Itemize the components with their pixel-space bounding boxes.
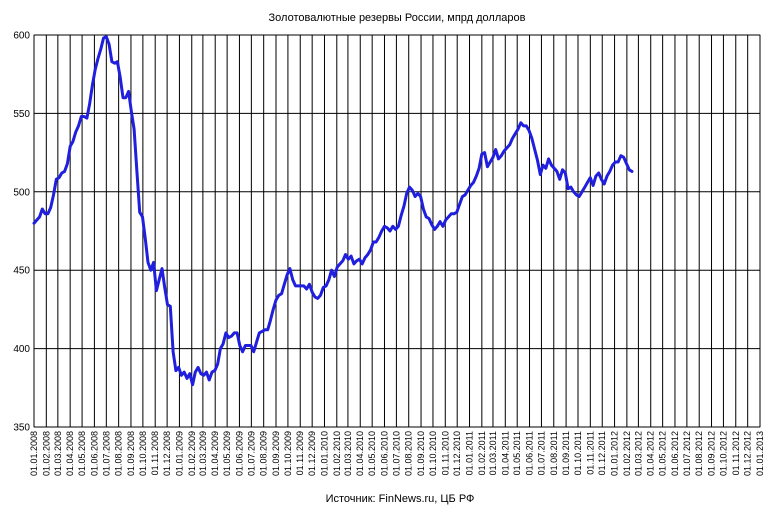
x-tick-label: 01.01.2008 bbox=[29, 431, 39, 476]
x-tick-label: 01.02.2009 bbox=[187, 431, 197, 476]
x-tick-label: 01.04.2011 bbox=[500, 431, 510, 475]
x-tick-label: 01.08.2011 bbox=[549, 431, 559, 475]
x-tick-label: 01.04.2010 bbox=[355, 431, 365, 476]
y-tick-label: 450 bbox=[13, 266, 30, 277]
x-tick-label: 01.05.2008 bbox=[77, 431, 87, 476]
series-line bbox=[32, 35, 634, 387]
x-tick-label: 01.12.2012 bbox=[743, 431, 753, 476]
plot-area bbox=[32, 35, 634, 387]
x-tick-label: 01.06.2008 bbox=[89, 431, 99, 476]
x-tick-label: 01.01.2013 bbox=[755, 431, 765, 476]
x-tick-label: 01.10.2010 bbox=[428, 431, 438, 476]
x-tick-label: 01.03.2008 bbox=[53, 431, 63, 476]
x-tick-label: 01.08.2009 bbox=[259, 431, 269, 476]
x-tick-label: 01.06.2011 bbox=[525, 431, 535, 475]
y-axis: 350 400 450 500 550 600 bbox=[13, 31, 30, 434]
x-tick-label: 01.04.2012 bbox=[646, 431, 656, 476]
x-tick-label: 01.09.2010 bbox=[416, 431, 426, 476]
x-tick-label: 01.12.2011 bbox=[597, 431, 607, 475]
x-tick-label: 01.11.2011 bbox=[585, 431, 595, 475]
x-tick-label: 01.09.2008 bbox=[126, 431, 136, 476]
x-tick-label: 01.07.2012 bbox=[682, 431, 692, 476]
x-axis: 01.01.2008 01.02.2008 01.03.2008 01.04.2008… bbox=[29, 431, 765, 476]
x-tick-label: 01.02.2012 bbox=[622, 431, 632, 476]
x-tick-label: 01.02.2008 bbox=[41, 431, 51, 476]
x-tick-label: 01.04.2009 bbox=[210, 431, 220, 476]
x-tick-label: 01.10.2011 bbox=[573, 431, 583, 475]
x-tick-label: 01.11.2008 bbox=[150, 431, 160, 475]
x-tick-label: 01.12.2009 bbox=[307, 431, 317, 476]
x-tick-label: 01.02.2011 bbox=[477, 431, 487, 475]
x-tick-label: 01.10.2012 bbox=[718, 431, 728, 476]
x-tick-label: 01.11.2009 bbox=[295, 431, 305, 475]
x-tick-label: 01.08.2010 bbox=[404, 431, 414, 476]
x-tick-label: 01.01.2009 bbox=[174, 431, 184, 476]
x-tick-label: 01.11.2010 bbox=[440, 431, 450, 475]
y-tick-label: 400 bbox=[13, 344, 30, 355]
chart-title: Золотовалютные резервы России, мпрд долл… bbox=[269, 12, 526, 24]
x-tick-label: 01.12.2010 bbox=[452, 431, 462, 476]
x-tick-label: 01.01.2012 bbox=[610, 431, 620, 476]
x-tick-label: 01.09.2011 bbox=[561, 431, 571, 475]
x-tick-label: 01.01.2011 bbox=[465, 431, 475, 475]
x-tick-label: 01.08.2012 bbox=[694, 431, 704, 476]
x-tick-label: 01.06.2012 bbox=[670, 431, 680, 476]
grid bbox=[33, 34, 761, 428]
x-tick-label: 01.05.2009 bbox=[222, 431, 232, 476]
y-tick-label: 500 bbox=[13, 187, 30, 198]
x-tick-label: 01.04.2008 bbox=[65, 431, 75, 476]
x-tick-label: 01.09.2012 bbox=[707, 431, 717, 476]
y-tick-label: 550 bbox=[13, 109, 30, 120]
x-tick-label: 01.07.2011 bbox=[536, 431, 546, 475]
x-tick-label: 01.07.2008 bbox=[101, 431, 111, 476]
y-tick-label: 600 bbox=[13, 31, 30, 42]
x-tick-label: 01.05.2011 bbox=[512, 431, 522, 475]
y-tick-label: 350 bbox=[13, 423, 30, 434]
x-tick-label: 01.11.2012 bbox=[731, 431, 741, 475]
x-tick-label: 01.06.2009 bbox=[234, 431, 244, 476]
x-tick-label: 01.10.2008 bbox=[138, 431, 148, 476]
x-tick-label: 01.01.2010 bbox=[319, 431, 329, 476]
x-tick-label: 01.03.2010 bbox=[343, 431, 353, 476]
x-tick-label: 01.10.2009 bbox=[283, 431, 293, 476]
x-tick-label: 01.03.2011 bbox=[488, 431, 498, 475]
x-tick-label: 01.06.2010 bbox=[379, 431, 389, 476]
chart-source: Источник: FinNews.ru, ЦБ РФ bbox=[326, 493, 475, 505]
x-tick-label: 01.05.2012 bbox=[658, 431, 668, 476]
x-tick-label: 01.07.2009 bbox=[246, 431, 256, 476]
x-tick-label: 01.03.2012 bbox=[633, 431, 643, 476]
x-tick-label: 01.08.2008 bbox=[114, 431, 124, 476]
x-tick-label: 01.05.2010 bbox=[367, 431, 377, 476]
x-tick-label: 01.03.2009 bbox=[198, 431, 208, 476]
x-tick-label: 01.12.2008 bbox=[162, 431, 172, 476]
x-tick-label: 01.09.2009 bbox=[271, 431, 281, 476]
x-tick-label: 01.02.2010 bbox=[332, 431, 342, 476]
x-tick-label: 01.07.2010 bbox=[391, 431, 401, 476]
